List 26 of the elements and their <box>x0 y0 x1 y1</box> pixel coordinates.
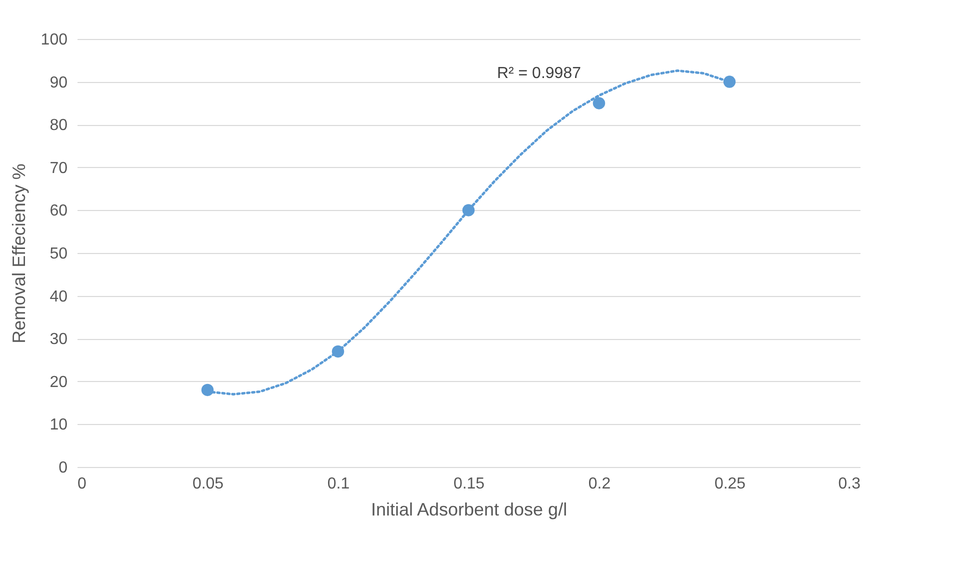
y-tick-label: 80 <box>50 117 68 134</box>
x-axis-title: Initial Adsorbent dose g/l <box>370 500 568 520</box>
y-tick-label: 70 <box>50 160 68 177</box>
y-tick-label: 0 <box>58 460 68 476</box>
x-tick-label: 0.15 <box>453 476 485 492</box>
point <box>332 345 344 358</box>
point <box>723 76 736 88</box>
x-tick-label: 0.2 <box>588 476 611 492</box>
y-tick-label: 60 <box>50 202 68 220</box>
y-tick-label: 30 <box>50 331 68 348</box>
y-tick-label: 90 <box>50 74 68 92</box>
y-tick-label: 10 <box>50 416 68 434</box>
x-tick-label: 0.3 <box>838 476 861 492</box>
y-tick-label: 20 <box>50 374 68 391</box>
x-tick-label: 0.05 <box>192 476 224 492</box>
y-tick-label: 50 <box>50 246 68 262</box>
point <box>201 384 214 396</box>
point <box>592 97 606 110</box>
y-tick-label: 100 <box>40 32 68 48</box>
y-axis-title: Removal Effeciency % <box>8 164 29 344</box>
x-tick-label: 0.1 <box>327 476 350 492</box>
annotation: R² = 0.9987 <box>496 65 582 82</box>
point <box>462 204 475 216</box>
x-tick-label: 0.25 <box>714 476 746 492</box>
y-tick-label: 40 <box>50 288 68 306</box>
x-tick-label: 0 <box>78 476 86 492</box>
